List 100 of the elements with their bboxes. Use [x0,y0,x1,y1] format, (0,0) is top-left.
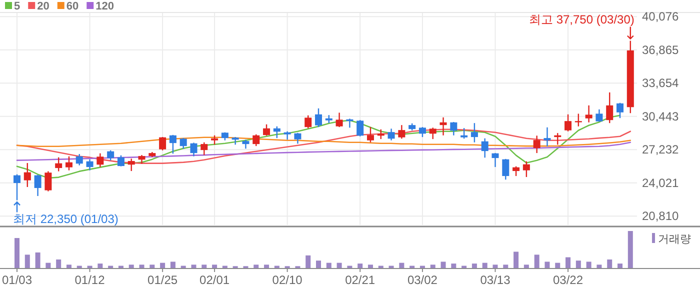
bar [35,252,40,268]
bar [128,264,134,268]
candlestick [284,130,291,140]
candlestick [169,134,176,154]
bar [139,264,144,268]
legend-label: 5 [14,0,20,12]
candlestick [263,124,270,136]
candlestick [159,136,166,151]
candlestick [616,102,624,119]
bar [607,259,612,268]
candlestick [470,122,478,143]
legend-label: 120 [96,0,114,12]
bar [430,264,436,268]
x-tick-label: 03/02 [407,273,438,287]
bar [596,264,602,268]
y-tick-label: 27,232 [642,142,680,157]
bar [628,231,633,268]
candlestick [596,108,603,122]
bar [66,264,72,268]
candlestick [429,127,436,140]
candlestick [117,154,124,167]
candlestick [460,127,468,140]
bar [566,257,571,268]
bar [160,262,166,268]
bar [534,254,540,268]
x-tick-label: 03/13 [480,273,511,287]
y-tick-label: 40,076 [642,10,680,24]
bar [56,259,62,268]
bar [254,264,259,268]
bar [576,260,581,268]
candlestick [481,138,488,158]
candlestick [522,160,530,178]
annotation: 최저 22,350 (01/03) [13,212,118,226]
candlestick [418,126,426,138]
bar [555,262,560,268]
bar [399,262,404,268]
y-tick-label: 20,810 [642,209,680,224]
candlestick [533,135,540,154]
candlestick [336,112,343,128]
candlestick [294,132,302,144]
candlestick [450,121,458,136]
x-tick-label: 01/03 [2,273,32,287]
x-tick-label: 02/10 [272,273,303,287]
x-tick-label: 01/25 [148,273,178,287]
bar [212,264,218,268]
candlestick [315,108,322,128]
candlestick [44,170,52,192]
y-tick-label: 30,443 [642,109,680,124]
x-tick-label: 02/01 [200,273,230,287]
candlestick [107,150,114,161]
bar [24,254,30,268]
bar [306,255,311,268]
x-tick-label: 02/21 [345,273,376,287]
bar [191,264,196,268]
y-tick-label: 33,654 [642,76,680,90]
candlestick [574,113,582,127]
candlestick [377,128,384,140]
bar [472,264,477,268]
bar [618,264,623,268]
candlestick [128,158,135,172]
bar [524,264,529,268]
candlestick [76,153,83,166]
bar [503,264,508,268]
legend-label: 20 [37,0,50,12]
candlestick [252,134,260,147]
candlestick [180,137,187,150]
y-tick-label: 36,865 [642,42,680,57]
bar [368,264,373,268]
candlestick [55,156,62,172]
x-tick-label: 01/12 [74,273,106,287]
bar [544,262,550,268]
candlestick [492,152,499,168]
candlestick [544,126,551,147]
bar [336,262,342,268]
candlestick [512,166,520,177]
bar [46,262,51,268]
candlestick [14,174,20,201]
bar [14,238,20,268]
bar [358,264,363,268]
bar [514,252,519,268]
candlestick [398,124,406,140]
candlestick [211,134,218,146]
candlestick [24,162,31,188]
candlestick [273,126,280,139]
bar [316,260,321,268]
candlestick [304,114,312,129]
bar [150,264,155,268]
candlestick [366,126,374,143]
candlestick [65,156,72,171]
bar [482,262,488,268]
candlestick [356,119,364,137]
candlestick [86,158,94,171]
candlestick [34,174,42,197]
bar [451,264,456,268]
bar [586,262,592,268]
y-tick-label: 24,021 [642,176,680,190]
annotation: 최고 37,750 (03/30) [528,12,634,27]
candlestick [440,116,447,136]
candlestick [200,142,208,156]
legend-label: 거래량 [658,234,691,246]
